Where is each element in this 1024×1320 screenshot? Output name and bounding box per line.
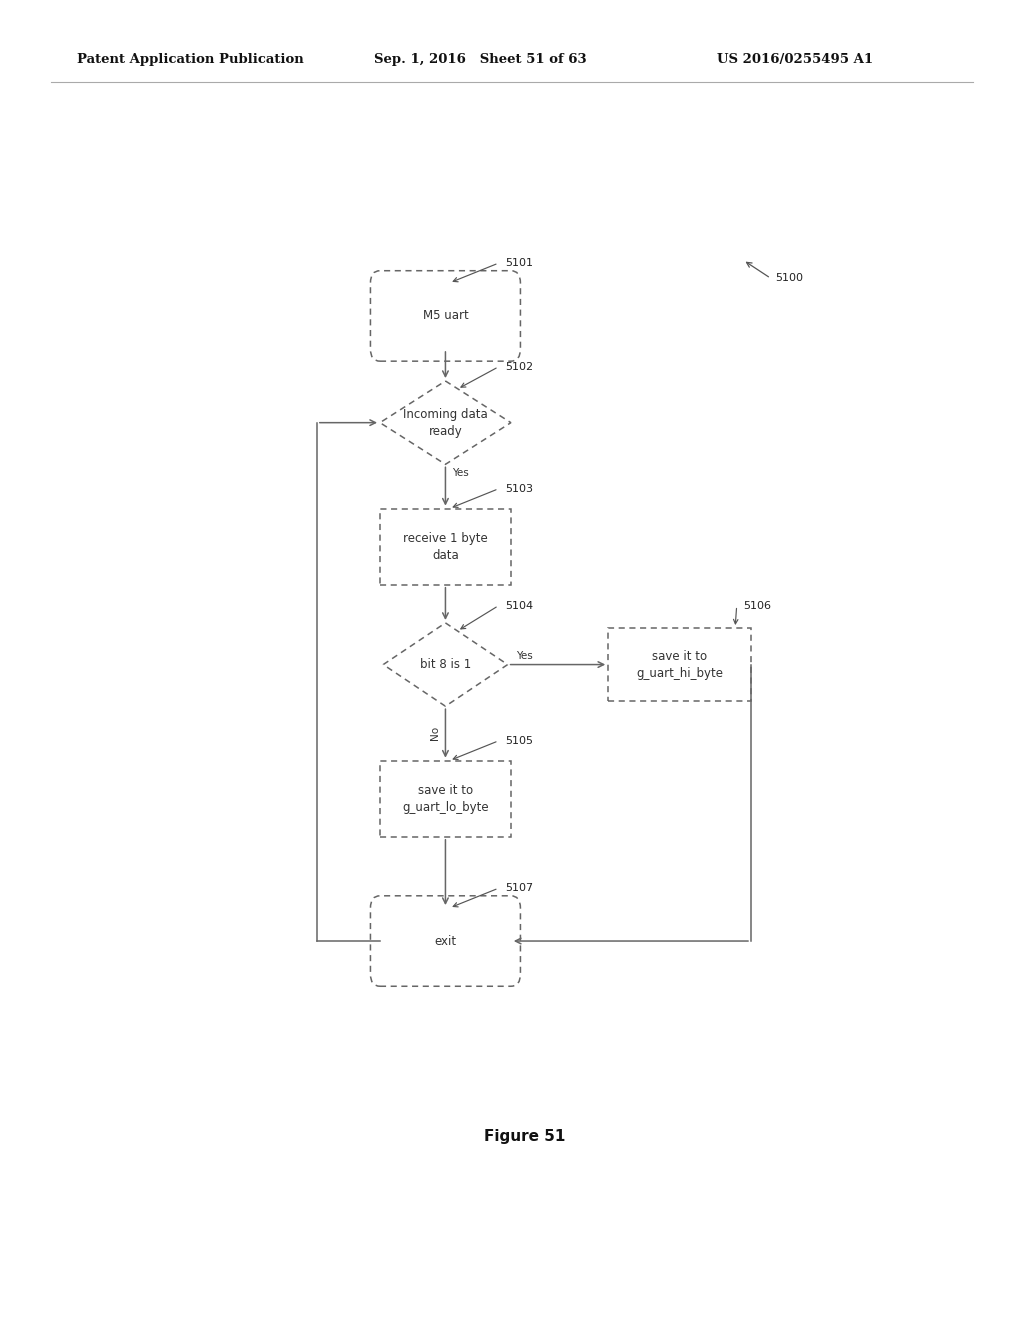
Text: M5 uart: M5 uart <box>423 309 468 322</box>
Text: 5107: 5107 <box>505 883 534 894</box>
Text: 5102: 5102 <box>505 362 534 372</box>
Polygon shape <box>380 381 511 465</box>
Text: save it to
g_uart_lo_byte: save it to g_uart_lo_byte <box>402 784 488 813</box>
Text: Incoming data
ready: Incoming data ready <box>403 408 487 438</box>
Bar <box>380 508 511 585</box>
FancyBboxPatch shape <box>371 896 520 986</box>
Text: 5106: 5106 <box>743 601 771 611</box>
Text: No: No <box>430 726 440 741</box>
Text: Patent Application Publication: Patent Application Publication <box>77 53 303 66</box>
Bar <box>608 628 751 701</box>
Text: Figure 51: Figure 51 <box>484 1129 565 1143</box>
Text: 5105: 5105 <box>505 735 532 746</box>
Text: Sep. 1, 2016   Sheet 51 of 63: Sep. 1, 2016 Sheet 51 of 63 <box>374 53 587 66</box>
Text: receive 1 byte
data: receive 1 byte data <box>403 532 487 562</box>
Text: 5104: 5104 <box>505 601 534 611</box>
Text: US 2016/0255495 A1: US 2016/0255495 A1 <box>717 53 872 66</box>
Text: Yes: Yes <box>452 469 469 478</box>
Polygon shape <box>383 623 508 706</box>
Text: bit 8 is 1: bit 8 is 1 <box>420 659 471 671</box>
Text: 5101: 5101 <box>505 259 532 268</box>
Text: 5100: 5100 <box>775 273 803 284</box>
Text: 5103: 5103 <box>505 483 532 494</box>
Text: exit: exit <box>434 935 457 948</box>
FancyBboxPatch shape <box>371 271 520 362</box>
Bar <box>380 760 511 837</box>
Text: save it to
g_uart_hi_byte: save it to g_uart_hi_byte <box>636 649 723 680</box>
Text: Yes: Yes <box>515 652 532 661</box>
